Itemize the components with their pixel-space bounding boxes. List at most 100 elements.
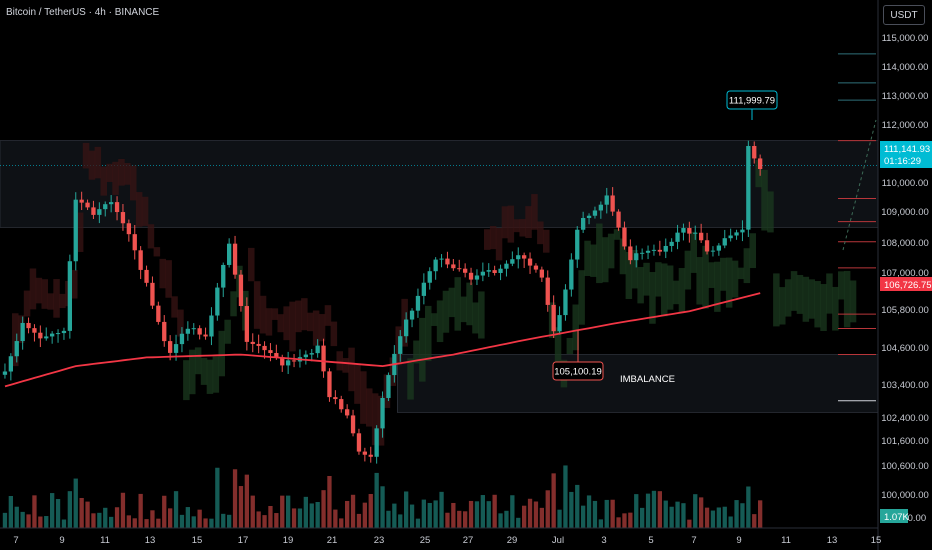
time-axis[interactable]: 7 9 11 13 15 17 19 21 23 25 27 29 Jul 3 5 7 9 11 13 15 <box>0 527 882 546</box>
cloud-segment <box>672 280 680 305</box>
cloud-segment <box>271 308 279 320</box>
cloud-segment <box>661 263 668 317</box>
price-axis[interactable]: 115,000.00 114,000.00 113,000.00 112,000.00… <box>877 0 929 550</box>
candle-body <box>586 215 592 218</box>
candle-body <box>398 336 403 354</box>
volume-bar <box>173 491 179 528</box>
cloud-segment <box>171 296 178 318</box>
volume-bar <box>492 494 497 528</box>
volume-bar <box>156 518 161 528</box>
cloud-segment <box>631 250 638 289</box>
candle-body <box>433 259 438 272</box>
cloud-segment <box>460 296 467 323</box>
volume-bar <box>362 502 367 528</box>
volume-bar <box>20 511 25 528</box>
candle-body <box>569 259 574 290</box>
volume-bar <box>474 501 480 528</box>
volume-bar <box>191 516 196 528</box>
candle-body <box>109 202 114 205</box>
candle-body <box>480 271 485 276</box>
time-tick-label: 15 <box>192 535 203 546</box>
cloud-segment <box>714 261 721 312</box>
candle-body <box>97 209 102 215</box>
volume-bar <box>545 490 550 528</box>
cloud-segment <box>478 291 485 339</box>
candle-body <box>321 345 326 372</box>
volume-bar <box>640 507 645 528</box>
ma-value: 106,726.75 <box>884 280 932 291</box>
volume-bar <box>339 518 344 528</box>
cloud-segment <box>289 301 296 352</box>
cloud-segment <box>584 240 591 277</box>
volume-bar <box>386 510 391 528</box>
cloud-segment <box>720 257 727 291</box>
cloud-segment <box>602 237 609 283</box>
volume-bar <box>268 505 273 528</box>
cloud-segment <box>820 284 827 332</box>
volume-bar <box>2 512 8 528</box>
volume-bar <box>232 469 238 528</box>
high-label: 111,999.79 <box>729 96 775 107</box>
candle-body <box>575 229 580 260</box>
volume-bar <box>138 493 143 528</box>
candle-body <box>238 274 244 307</box>
cloud-segment <box>419 317 426 382</box>
volume-bar <box>516 517 521 528</box>
time-tick-label: 25 <box>420 535 431 546</box>
high-annotation: 111,999.79 <box>726 90 778 120</box>
candle-body <box>522 255 527 259</box>
cloud-segment <box>200 357 208 385</box>
cloud-segment <box>454 277 461 331</box>
volume-bar <box>439 491 444 528</box>
candle-body <box>85 202 90 208</box>
cloud-segment <box>743 248 751 284</box>
cloud-segment <box>59 293 66 309</box>
time-tick-label: 29 <box>507 535 518 546</box>
candle-body <box>126 223 131 235</box>
volume-bar <box>427 502 432 528</box>
volume-bar <box>445 512 450 528</box>
cloud-segment <box>124 162 131 185</box>
price-tick-label: 100,000.00 <box>881 490 929 501</box>
cloud-segment <box>29 268 37 310</box>
volume-bar <box>675 501 680 528</box>
cloud-layer <box>12 142 857 446</box>
cloud-segment <box>413 340 420 364</box>
cloud-segment <box>283 306 290 341</box>
cloud-segment <box>130 165 137 201</box>
candle-body <box>150 282 155 306</box>
candle-body <box>203 334 208 337</box>
price-tick-label: 103,400.00 <box>881 380 929 391</box>
volume-bar <box>345 500 350 528</box>
candle-body <box>457 268 462 270</box>
cloud-segment <box>655 262 662 297</box>
volume-bar <box>227 514 232 528</box>
volume-bar <box>67 491 72 528</box>
currency-button[interactable]: USDT <box>883 5 925 25</box>
candle-body <box>404 319 409 337</box>
candle-body <box>758 158 763 169</box>
candle-body <box>14 341 19 357</box>
cloud-segment <box>159 258 166 289</box>
volume-bar <box>380 486 385 528</box>
cloud-segment <box>265 308 273 336</box>
volume-bar <box>421 499 426 528</box>
candle-body <box>191 328 196 330</box>
candle-body <box>50 333 55 337</box>
candle-body <box>345 409 350 416</box>
candle-body <box>657 249 662 252</box>
volume-bar <box>415 518 421 528</box>
volume-bar <box>645 493 651 528</box>
candle-body <box>746 145 751 230</box>
cloud-segment <box>177 309 184 337</box>
volume-bar <box>581 505 586 528</box>
volume-bar <box>85 501 90 528</box>
time-tick-label: 15 <box>871 535 882 546</box>
cloud-segment <box>259 295 267 334</box>
cloud-segment <box>230 291 237 317</box>
cloud-segment <box>619 238 627 275</box>
volume-bar <box>533 501 539 528</box>
candle-body <box>645 250 651 253</box>
time-tick-label: 7 <box>13 535 18 546</box>
